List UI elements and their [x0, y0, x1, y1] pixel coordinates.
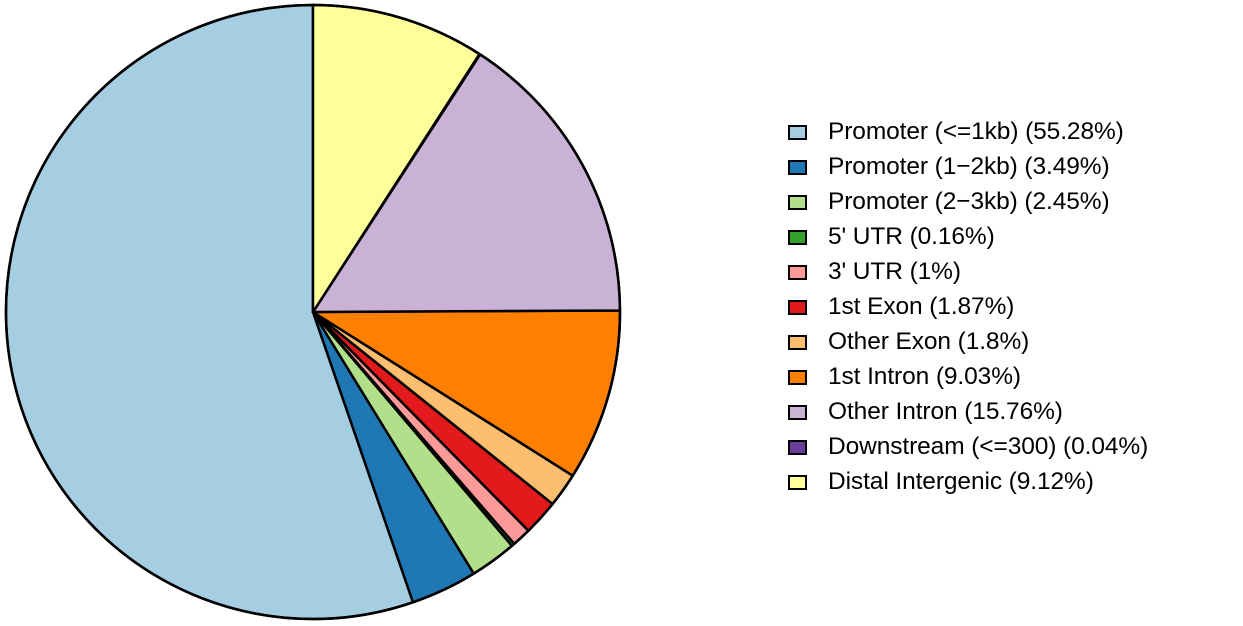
legend-item[interactable]: Distal Intergenic (9.12%)	[786, 465, 1241, 500]
legend-color-swatch	[788, 300, 807, 315]
pie-slice-group	[4, 3, 622, 621]
legend-item[interactable]: Promoter (1−2kb) (3.49%)	[786, 150, 1241, 185]
legend-item-label: 1st Exon (1.87%)	[828, 293, 1015, 321]
pie-outline	[4, 3, 622, 621]
legend-color-swatch	[788, 405, 807, 420]
legend-item[interactable]: Promoter (2−3kb) (2.45%)	[786, 185, 1241, 220]
legend-item[interactable]: 5' UTR (0.16%)	[786, 220, 1241, 255]
legend-color-swatch	[788, 230, 807, 245]
legend-item[interactable]: 1st Exon (1.87%)	[786, 290, 1241, 325]
legend-color-swatch	[788, 440, 807, 455]
legend-item[interactable]: 1st Intron (9.03%)	[786, 360, 1241, 395]
legend-item-label: 5' UTR (0.16%)	[828, 223, 995, 251]
legend-item-label: Promoter (<=1kb) (55.28%)	[828, 118, 1124, 146]
legend-item-label: Distal Intergenic (9.12%)	[828, 468, 1094, 496]
legend-color-swatch	[788, 125, 807, 140]
legend-item[interactable]: Other Intron (15.76%)	[786, 395, 1241, 430]
legend-color-swatch	[788, 370, 807, 385]
chart-legend: Promoter (<=1kb) (55.28%) Promoter (1−2kb…	[786, 115, 1241, 500]
legend-color-swatch	[788, 160, 807, 175]
legend-color-swatch	[788, 195, 807, 210]
legend-color-swatch	[788, 475, 807, 490]
legend-item-label: Downstream (<=300) (0.04%)	[828, 433, 1149, 461]
legend-item[interactable]: Downstream (<=300) (0.04%)	[786, 430, 1241, 465]
legend-item-label: 3' UTR (1%)	[828, 258, 961, 286]
legend-item-label: Promoter (2−3kb) (2.45%)	[828, 188, 1110, 216]
legend-item[interactable]: 3' UTR (1%)	[786, 255, 1241, 290]
legend-item-label: Other Exon (1.8%)	[828, 328, 1030, 356]
legend-item-label: 1st Intron (9.03%)	[828, 363, 1021, 391]
legend-color-swatch	[788, 335, 807, 350]
legend-item-label: Promoter (1−2kb) (3.49%)	[828, 153, 1110, 181]
legend-item[interactable]: Promoter (<=1kb) (55.28%)	[786, 115, 1241, 150]
legend-item[interactable]: Other Exon (1.8%)	[786, 325, 1241, 360]
legend-item-label: Other Intron (15.76%)	[828, 398, 1063, 426]
legend-color-swatch	[788, 265, 807, 280]
